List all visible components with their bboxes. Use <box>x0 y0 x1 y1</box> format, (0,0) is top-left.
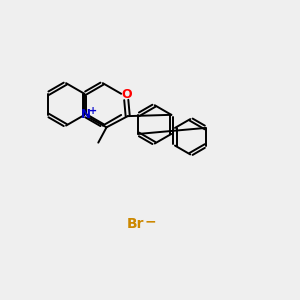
Text: O: O <box>121 88 132 101</box>
Text: N: N <box>81 109 91 122</box>
Text: +: + <box>88 106 97 116</box>
Text: −: − <box>145 214 156 228</box>
Text: Br: Br <box>127 217 144 231</box>
